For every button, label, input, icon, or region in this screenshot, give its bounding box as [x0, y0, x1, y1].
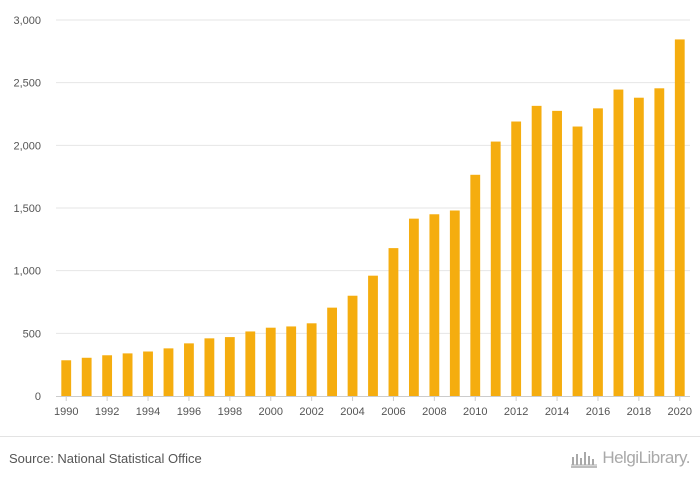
y-tick-label: 3,000	[13, 15, 41, 27]
bar-2009[interactable]	[449, 210, 460, 396]
x-tick-label: 1990	[54, 406, 78, 418]
x-tick-label: 2014	[545, 406, 569, 418]
y-tick-label: 0	[35, 391, 41, 403]
axes	[56, 396, 690, 401]
bar-2019[interactable]	[654, 88, 665, 396]
x-tick-label: 1998	[218, 406, 242, 418]
y-tick-label: 2,000	[13, 140, 41, 152]
bar-1996[interactable]	[184, 343, 194, 396]
bar-2005[interactable]	[368, 275, 378, 396]
helgilibrary-logo[interactable]: HelgiLibrary.	[570, 448, 690, 468]
x-tick-label: 2012	[504, 406, 528, 418]
bar-2007[interactable]	[408, 218, 419, 396]
x-tick-label: 2018	[627, 406, 651, 418]
bar-2001[interactable]	[286, 326, 297, 396]
bar-1992[interactable]	[102, 355, 113, 396]
y-axis-tick-labels: 0 500 1,000 1,500 2,000 2,500 3,000	[13, 15, 41, 403]
bar-1991[interactable]	[81, 357, 92, 396]
bar-1993[interactable]	[122, 353, 133, 396]
footer-divider	[0, 436, 700, 437]
bar-1997[interactable]	[204, 338, 215, 396]
x-tick-label: 2006	[381, 406, 405, 418]
x-tick-label: 1996	[177, 406, 201, 418]
y-tick-label: 1,500	[13, 203, 41, 215]
x-tick-label: 1992	[95, 406, 119, 418]
source-note: Source: National Statistical Office	[9, 451, 202, 466]
bar-1999[interactable]	[245, 331, 256, 396]
bar-2006[interactable]	[388, 248, 399, 396]
bar-2018[interactable]	[633, 97, 644, 396]
y-tick-label: 2,500	[13, 78, 41, 90]
bar-1990[interactable]	[61, 360, 72, 396]
bar-2003[interactable]	[327, 307, 338, 396]
x-tick-label: 2020	[668, 406, 692, 418]
x-axis-tick-labels: 1990 1992 1994 1996 1998 2000 2002 2004 2006 2008…	[54, 406, 692, 418]
bar-2008[interactable]	[429, 214, 440, 396]
x-tick-label: 2004	[340, 406, 364, 418]
x-tick-label: 1994	[136, 406, 160, 418]
x-tick-label: 2002	[299, 406, 323, 418]
bar-series	[61, 39, 685, 397]
x-tick-label: 2016	[586, 406, 610, 418]
library-building-icon	[571, 452, 598, 468]
bar-2010[interactable]	[470, 174, 481, 396]
bar-2015[interactable]	[572, 126, 583, 397]
x-tick-label: 2000	[258, 406, 282, 418]
y-tick-label: 500	[23, 328, 41, 340]
bar-2004[interactable]	[347, 295, 358, 396]
bar-1998[interactable]	[224, 337, 235, 396]
bar-2014[interactable]	[552, 110, 562, 396]
bar-2012[interactable]	[511, 121, 522, 397]
bar-2017[interactable]	[613, 89, 624, 396]
bar-1994[interactable]	[143, 351, 153, 396]
y-tick-label: 1,000	[13, 266, 41, 278]
bar-2002[interactable]	[306, 323, 317, 396]
x-tick-label: 2008	[422, 406, 446, 418]
bar-2000[interactable]	[265, 327, 276, 396]
bar-2020[interactable]	[674, 39, 685, 396]
x-tick-label: 2010	[463, 406, 487, 418]
bar-2013[interactable]	[531, 105, 542, 396]
brand-name: HelgiLibrary.	[602, 448, 690, 467]
bar-2011[interactable]	[490, 141, 501, 396]
gridlines	[56, 19, 690, 334]
bar-1995[interactable]	[163, 348, 174, 396]
bar-2016[interactable]	[593, 108, 603, 397]
